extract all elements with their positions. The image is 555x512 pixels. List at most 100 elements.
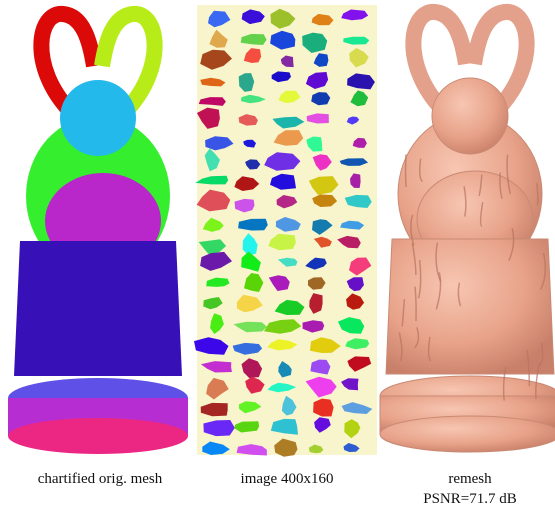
chart-blob [204,148,220,172]
chart-blob [198,97,226,106]
chart-blob [200,402,228,417]
chart-blob [210,313,224,334]
chart-blob [337,235,361,249]
fold [526,349,531,387]
remesh [379,4,555,453]
chart-blob [241,94,266,104]
chart-blob [202,217,224,232]
chart-blob [308,176,339,195]
chart-blob [312,219,333,235]
chart-patch [33,6,102,117]
chart-blob [264,319,302,334]
chart-blob [234,176,260,191]
caption: image 400x160 [241,471,334,487]
chart-blob [313,398,334,417]
chart-blob [275,217,301,232]
chart-blob [236,294,263,313]
chart-blob [344,419,361,439]
chart-blob [274,299,305,315]
chart-blob [339,158,369,166]
chart-blob [270,173,296,190]
chart-blob [310,337,341,353]
remesh-part [405,4,474,115]
chart-blob [234,421,260,433]
chart-blob [209,29,228,48]
fold [435,272,442,310]
chart-blob [350,173,361,188]
chart-blob [270,8,296,29]
chart-blob [203,297,223,310]
chart-blob [305,257,327,270]
chart-blob [200,361,232,373]
fold [502,366,507,401]
fold [435,242,442,282]
chart-blob [349,48,369,68]
fold [535,183,539,206]
fold [418,158,423,183]
chart-patch [94,6,163,117]
chart-blob [346,116,360,125]
fold [499,172,503,200]
chart-blob [238,401,262,414]
fold [479,202,484,227]
fold [410,214,415,246]
chart-blob [206,277,230,287]
chart-blob [195,175,229,185]
chart-blob [302,32,328,53]
chart-blob [234,198,255,213]
chart-blob [309,293,323,314]
chart-blob [238,73,255,92]
chart-blob [314,417,331,433]
chart-blob [196,107,220,129]
fold [457,282,462,307]
chart-blob [305,72,329,89]
chart-blob [344,194,372,208]
chart-blob [198,239,227,255]
chart-blob [236,444,267,456]
chart-blob [274,438,298,457]
chart-blob [245,377,265,394]
chart-blob [352,137,367,148]
chart-blob [312,154,332,171]
chart-blob [208,10,231,28]
chart-blob [243,139,256,148]
chart-blob [311,92,331,106]
chart-blob [341,9,369,21]
chart-blob [313,53,329,67]
chart-blob [276,195,298,209]
chart-blob [270,30,296,50]
chart-blob [241,9,265,25]
chart-blob [202,441,230,455]
fold [538,342,544,367]
chart-patch [14,241,182,376]
chart-blob [350,90,369,107]
fold [540,252,547,290]
chart-blob [347,73,375,90]
chart-blob [196,189,231,212]
chart-blob [346,277,364,292]
fold [414,327,420,349]
chart-blob [200,77,226,87]
remesh-part [431,77,509,155]
chart-blob [302,320,325,333]
subcaption: PSNR=71.7 dB [423,491,517,507]
geometry-image [194,8,375,457]
chart-patch [8,418,188,454]
remesh-part [385,238,555,375]
chart-blob [242,233,258,256]
chart-blob [268,233,296,251]
chart-blob [305,376,337,398]
chart-blob [267,382,297,393]
fold [508,228,515,261]
fold [535,363,541,399]
chart-blob [273,130,304,146]
chart-blob [308,444,324,454]
chart-blob [345,338,370,350]
chart-blob [238,218,268,231]
chart-blob [280,55,294,68]
chart-patch [60,80,136,156]
chart-blob [205,136,234,151]
fold [506,154,512,195]
chart-blob [313,236,332,248]
